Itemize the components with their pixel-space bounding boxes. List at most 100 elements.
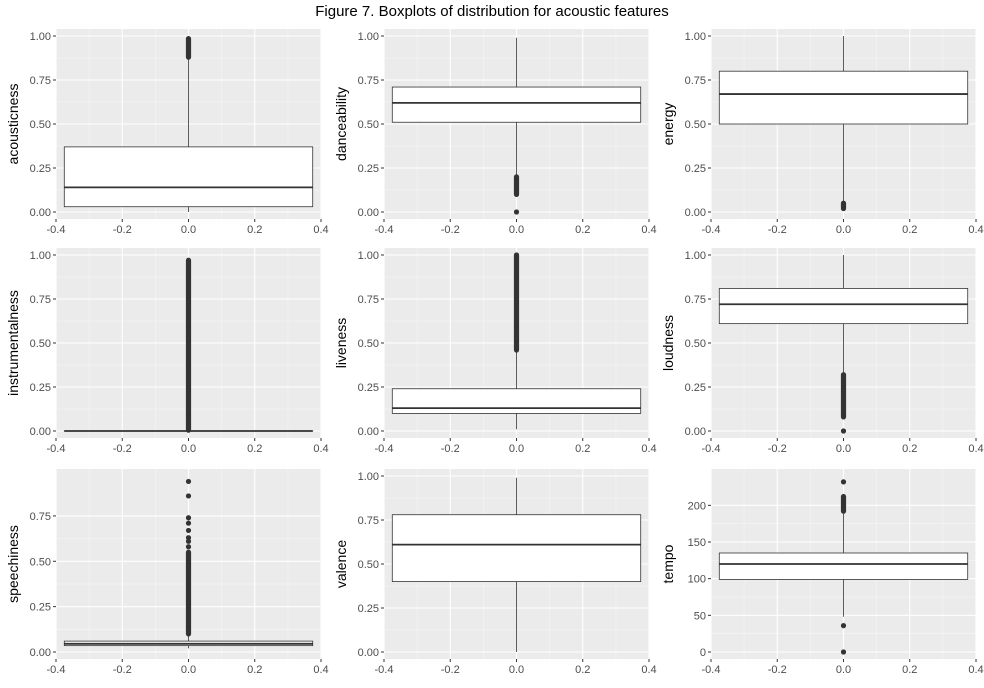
panel-valence: -0.4 -0.2 0.0 0.2 0.4 0.00 0.25 0.50 0.75 1.00 val… [333,469,657,676]
x-tick-label: 0.2 [247,443,262,455]
x-tick-label: -0.4 [47,664,66,676]
outlier-point [185,538,192,544]
x-tick-label: 0.2 [575,224,590,236]
panel-acousticness: -0.4 -0.2 0.0 0.2 0.4 0.00 0.25 0.50 0.75 1.00 aco… [5,29,329,236]
y-axis-title: speechiness [5,525,21,603]
figure-title: Figure 7. Boxplots of distribution for a… [315,3,669,20]
box-iqr [391,86,642,123]
box-iqr [718,70,969,125]
y-tick-label: 0.00 [358,207,379,219]
x-tick-label: 0.0 [181,664,196,676]
outlier-cluster [185,36,192,60]
outlier-point [840,623,847,629]
y-axis-title: valence [333,540,349,588]
outlier-point [185,535,192,541]
y-tick-label: 1.00 [358,31,379,43]
y-tick-label: 0.75 [30,511,51,523]
y-tick-label: 0.50 [358,119,379,131]
x-tick-label: -0.2 [441,664,460,676]
x-tick-label: 0.4 [313,224,328,236]
x-tick-label: -0.2 [113,224,132,236]
outlier-cluster [840,493,847,514]
y-axis-title: liveness [333,318,349,369]
x-tick-label: 0.0 [509,224,524,236]
outlier-point [185,493,192,499]
x-tick-label: 0.0 [836,443,851,455]
outlier-cluster [185,257,192,433]
x-tick-label: -0.2 [441,443,460,455]
y-tick-label: 0.25 [358,603,379,615]
panel-danceability: -0.4 -0.2 0.0 0.2 0.4 0.00 0.25 0.50 0.75 1.00 dan… [333,29,657,236]
x-tick-label: -0.4 [375,443,394,455]
y-tick-label: 0.75 [685,75,706,87]
x-tick-label: 0.4 [641,443,656,455]
x-tick-label: 0.4 [313,664,328,676]
y-tick-label: 1.00 [30,250,51,262]
x-tick-label: -0.2 [441,224,460,236]
y-tick-label: 1.00 [685,31,706,43]
x-tick-label: -0.4 [702,224,721,236]
y-tick-label: 0.50 [685,338,706,350]
x-tick-label: -0.2 [768,443,787,455]
x-tick-label: -0.2 [768,664,787,676]
y-tick-label: 0.00 [685,207,706,219]
x-tick-label: 0.4 [968,224,983,236]
x-tick-label: -0.4 [702,443,721,455]
box-iqr [63,146,314,208]
outlier-cluster [513,174,520,197]
y-tick-label: 0.50 [30,119,51,131]
x-tick-label: -0.4 [47,443,66,455]
x-tick-label: 0.0 [181,224,196,236]
outlier-point [840,649,847,655]
x-tick-label: -0.4 [375,664,394,676]
y-tick-label: 0 [700,647,706,659]
outlier-point [185,515,192,521]
x-tick-label: 0.0 [836,224,851,236]
x-tick-label: 0.2 [902,224,917,236]
x-tick-label: 0.4 [968,664,983,676]
y-tick-label: 0.25 [685,163,706,175]
y-tick-label: 0.75 [30,294,51,306]
x-tick-label: 0.4 [641,224,656,236]
y-tick-label: 0.00 [358,426,379,438]
outlier-point [185,527,192,534]
x-tick-label: -0.2 [113,443,132,455]
x-tick-label: 0.0 [181,443,196,455]
x-tick-label: 0.0 [509,664,524,676]
x-tick-label: 0.0 [836,664,851,676]
y-tick-label: 0.50 [30,338,51,350]
y-tick-label: 0.00 [685,426,706,438]
y-axis-title: loudness [660,315,676,371]
y-axis-title: instrumentalness [5,290,21,396]
y-tick-label: 0.75 [358,294,379,306]
panel-loudness: -0.4 -0.2 0.0 0.2 0.4 0.00 0.25 0.50 0.75 1.00 lou… [660,248,984,455]
y-tick-label: 50 [694,610,706,622]
y-tick-label: 0.50 [30,556,51,568]
x-tick-label: 0.2 [902,443,917,455]
outlier-point [185,544,192,550]
y-tick-label: 150 [688,537,706,549]
y-tick-label: 0.75 [30,75,51,87]
y-tick-label: 0.25 [30,602,51,614]
y-tick-label: 1.00 [30,31,51,43]
y-tick-label: 0.25 [685,382,706,394]
box-iqr [391,514,642,582]
box-iqr [718,288,969,325]
y-tick-label: 0.50 [358,559,379,571]
y-tick-label: 0.25 [358,163,379,175]
panel-tempo: -0.4 -0.2 0.0 0.2 0.4 0 50 100 150 200 tempo [660,469,984,676]
x-tick-label: 0.4 [313,443,328,455]
y-tick-label: 0.75 [358,75,379,87]
y-tick-label: 0.75 [685,294,706,306]
y-axis-title: acousticness [5,84,21,165]
outlier-point [513,209,520,215]
x-tick-label: 0.4 [968,443,983,455]
x-tick-label: -0.2 [768,224,787,236]
x-tick-label: 0.2 [247,664,262,676]
y-axis-title: energy [660,103,676,146]
x-tick-label: 0.2 [575,443,590,455]
box-iqr [718,552,969,580]
y-tick-label: 0.25 [358,382,379,394]
y-tick-label: 0.50 [685,119,706,131]
